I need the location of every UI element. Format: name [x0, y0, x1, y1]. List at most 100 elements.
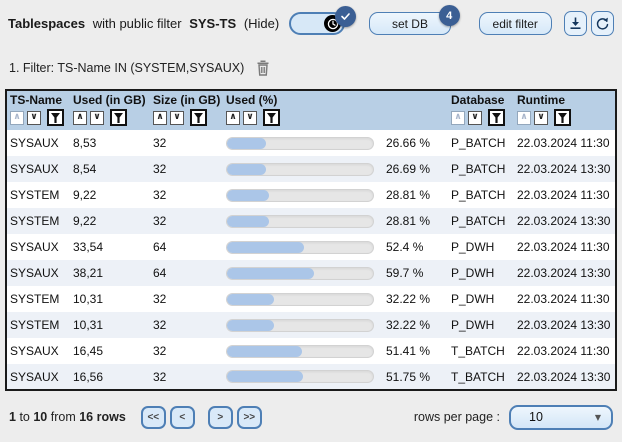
column-header-runtime: Runtime ∧ ∨	[514, 90, 616, 130]
next-page-button[interactable]: >	[207, 405, 233, 429]
set-db-count-badge: 4	[438, 5, 460, 26]
sort-desc-button[interactable]: ∨	[27, 110, 41, 125]
sort-desc-button[interactable]: ∨	[90, 110, 104, 125]
cell-database: P_DWH	[451, 318, 495, 332]
refresh-icon	[595, 16, 610, 31]
sort-asc-button[interactable]: ∧	[517, 110, 531, 125]
sort-asc-button[interactable]: ∧	[73, 110, 87, 125]
cell-size-gb: 32	[153, 292, 167, 306]
download-button[interactable]	[563, 11, 587, 36]
cell-ts-name: SYSAUX	[10, 162, 59, 176]
row-range-text: 1 to 10 from 16 rows	[9, 410, 126, 424]
cell-database: P_DWH	[451, 266, 495, 280]
cell-ts-name: SYSAUX	[10, 369, 59, 384]
usage-percent-label: 26.66 %	[386, 136, 431, 150]
last-page-button[interactable]: >>	[236, 405, 262, 429]
usage-bar	[226, 136, 374, 150]
time-toggle[interactable]	[289, 6, 357, 35]
usage-bar	[226, 188, 374, 202]
sort-desc-button[interactable]: ∨	[468, 110, 482, 125]
table-row: SYSAUX 38,21 64 59.7 % P_DWH 22.03.2024 …	[6, 260, 616, 286]
usage-percent-label: 28.81 %	[386, 188, 431, 202]
used-bar-fill	[227, 371, 303, 382]
sort-asc-button[interactable]: ∧	[153, 110, 167, 125]
cell-size-gb: 32	[153, 162, 167, 176]
cell-database: T_BATCH	[451, 369, 505, 384]
funnel-icon	[492, 112, 501, 123]
check-icon	[335, 6, 357, 27]
filter-button[interactable]	[110, 109, 127, 126]
usage-bar	[226, 318, 374, 332]
filter-button[interactable]	[47, 109, 64, 126]
column-header-ts-name: TS-Name ∧ ∨	[6, 90, 70, 130]
prev-page-button[interactable]: <	[169, 405, 195, 429]
funnel-icon	[267, 112, 276, 123]
used-bar-fill	[227, 267, 315, 279]
cell-runtime: 22.03.2024 11:30	[517, 136, 610, 150]
cell-ts-name: SYSTEM	[10, 318, 60, 332]
filter-button[interactable]	[488, 109, 505, 126]
filter-button[interactable]	[554, 109, 571, 126]
refresh-button[interactable]	[590, 11, 615, 36]
used-bar-fill	[227, 319, 275, 331]
toolbar: Tablespaces with public filter SYS-TS (H…	[0, 0, 622, 38]
usage-percent-label: 51.75 %	[386, 369, 431, 384]
column-header-size-gb: Size (in GB) ∧ ∨	[150, 90, 223, 130]
cell-used-pct: 32.22 %	[223, 286, 448, 312]
filter-button[interactable]	[190, 109, 207, 126]
pagination: << < > >>	[140, 405, 262, 429]
table-row: SYSTEM 10,31 32 32.22 % P_DWH 22.03.2024…	[6, 312, 616, 338]
cell-ts-name: SYSAUX	[10, 136, 59, 150]
cell-used-gb: 16,56	[73, 369, 104, 384]
rows-per-page-label: rows per page :	[413, 410, 500, 424]
cell-size-gb: 32	[153, 318, 167, 332]
active-filter-text: 1. Filter: TS-Name IN (SYSTEM,SYSAUX)	[9, 61, 245, 75]
cell-ts-name: SYSAUX	[10, 344, 59, 358]
sort-asc-button[interactable]: ∧	[10, 110, 24, 125]
usage-bar	[226, 240, 374, 254]
filter-button[interactable]	[263, 109, 280, 126]
rows-per-page-select[interactable]: 10 ▼	[509, 404, 613, 430]
cell-size-gb: 64	[153, 266, 167, 280]
cell-used-gb: 8,53	[73, 136, 97, 150]
cell-ts-name: SYSTEM	[10, 292, 60, 306]
sort-desc-button[interactable]: ∨	[534, 110, 548, 125]
cell-runtime: 22.03.2024 13:30	[517, 318, 611, 332]
cell-runtime: 22.03.2024 13:30	[517, 266, 611, 280]
used-bar-fill	[227, 215, 270, 227]
cell-database: P_BATCH	[451, 214, 506, 228]
usage-percent-label: 52.4 %	[386, 240, 424, 254]
title-main: Tablespaces	[8, 16, 86, 31]
cell-used-gb: 33,54	[73, 240, 104, 254]
cell-database: P_DWH	[451, 240, 495, 254]
used-bar-fill	[227, 137, 266, 149]
delete-filter-button[interactable]	[256, 60, 270, 76]
column-header-used-pct: Used (%) ∧ ∨	[223, 90, 448, 130]
sort-asc-button[interactable]: ∧	[226, 110, 240, 125]
used-bar-fill	[227, 189, 270, 201]
column-header-database: Database ∧ ∨	[448, 90, 514, 130]
edit-filter-button[interactable]: edit filter	[478, 12, 552, 35]
cell-size-gb: 32	[153, 344, 167, 358]
cell-size-gb: 32	[153, 188, 167, 202]
table-row: SYSAUX 16,45 32 51.41 % T_BATCH 22.03.20…	[6, 338, 616, 364]
usage-percent-label: 59.7 %	[386, 266, 424, 280]
cell-used-pct: 26.66 %	[223, 130, 448, 156]
cell-ts-name: SYSTEM	[10, 188, 60, 202]
cell-database: P_DWH	[451, 292, 495, 306]
cell-used-gb: 9,22	[73, 214, 97, 228]
sort-asc-button[interactable]: ∧	[451, 110, 465, 125]
active-filter-bar: 1. Filter: TS-Name IN (SYSTEM,SYSAUX)	[0, 59, 622, 77]
chevron-down-icon: ▼	[594, 412, 601, 422]
set-db-button[interactable]: set DB 4	[369, 5, 460, 35]
usage-bar	[226, 344, 374, 358]
first-page-button[interactable]: <<	[140, 405, 166, 429]
download-icon	[568, 16, 583, 31]
hide-link[interactable]: (Hide)	[243, 16, 280, 31]
sort-desc-button[interactable]: ∨	[243, 110, 257, 125]
usage-percent-label: 51.41 %	[386, 344, 431, 358]
rows-per-page: rows per page : 10 ▼	[413, 404, 613, 430]
cell-used-pct: 51.75 %	[223, 364, 448, 390]
sort-desc-button[interactable]: ∨	[170, 110, 184, 125]
